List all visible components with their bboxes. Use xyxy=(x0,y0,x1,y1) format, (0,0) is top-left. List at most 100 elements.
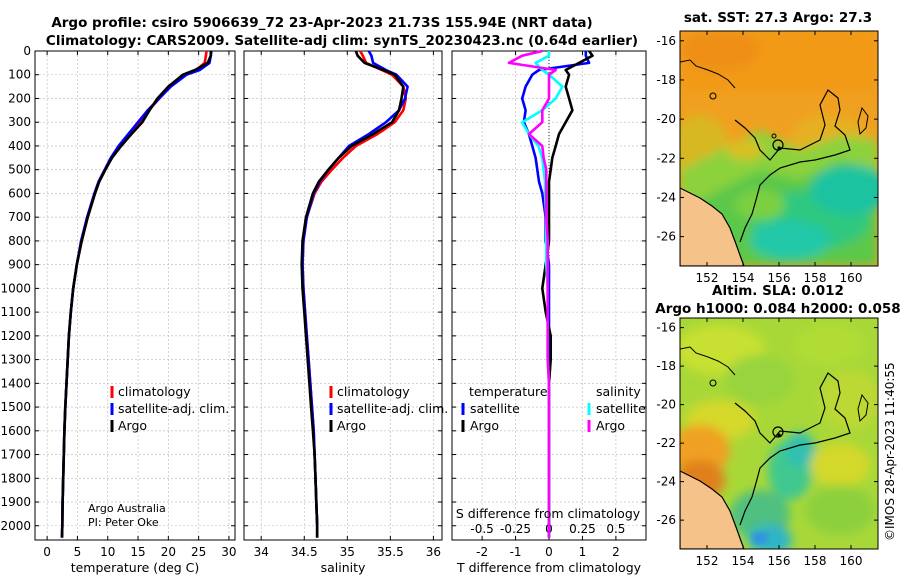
x-tick-label: 34.5 xyxy=(291,545,318,559)
map-x-tick-label: 152 xyxy=(696,271,719,285)
figure-title-line2: Climatology: CARS2009. Satellite-adj cli… xyxy=(46,33,638,49)
x-tick-label: 35.5 xyxy=(377,545,404,559)
y-tick-label: 700 xyxy=(8,210,31,224)
x-tick-label: 35 xyxy=(340,545,355,559)
y-tick-label: 100 xyxy=(8,68,31,82)
series-line-argo xyxy=(60,51,213,538)
y-tick-label: 1900 xyxy=(0,495,31,509)
salinity-legend: climatology satellite-adj. clim. Argo xyxy=(329,384,448,433)
sla-map xyxy=(680,318,878,549)
x-tick-label: 34 xyxy=(254,545,269,559)
x-tick-label: 20 xyxy=(161,545,176,559)
y-tick-label: 900 xyxy=(8,258,31,272)
map-y-tick-label: -26 xyxy=(656,230,676,244)
diff-s-axis-label: S difference from climatology xyxy=(456,506,641,521)
map-y-tick-label: -16 xyxy=(656,34,676,48)
x-tick-label: 30 xyxy=(221,545,236,559)
salinity-panel: 34 34.5 35 35.5 36 salinity xyxy=(243,50,443,575)
map-x-tick-label: 152 xyxy=(696,554,719,568)
y-tick-label: 300 xyxy=(8,115,31,129)
sal-legend-label-argo: Argo xyxy=(337,418,366,433)
map-y-tick-label: -26 xyxy=(656,513,676,527)
difference-panel: -2 -1 0 1 2-0.5 -0.25 0 0.25 0.5T difference fro… xyxy=(451,49,647,575)
sst-map-argo-marker xyxy=(777,146,781,150)
y-tick-label: 600 xyxy=(8,186,31,200)
y-tick-label: 1600 xyxy=(0,424,31,438)
x-tick-label: -1 xyxy=(510,545,522,559)
map-y-tick-label: -22 xyxy=(656,151,676,165)
map-x-tick-label: 156 xyxy=(768,554,791,568)
y-tick-label: 0 xyxy=(23,44,31,58)
diff-legend-salinity-title: salinity xyxy=(596,384,641,399)
map-x-tick-label: 154 xyxy=(732,271,755,285)
y-tick-label: 200 xyxy=(8,91,31,105)
map-x-tick-label: 158 xyxy=(804,554,827,568)
x-tick-label: 36 xyxy=(426,545,441,559)
s-tick-label: -0.5 xyxy=(470,522,493,536)
map-x-tick-label: 160 xyxy=(840,554,863,568)
sla-map-land xyxy=(680,470,745,549)
map-y-tick-label: -24 xyxy=(656,190,676,204)
legend-label-climatology: climatology xyxy=(118,384,191,399)
x-tick-label: 25 xyxy=(191,545,206,559)
difference-legend: temperature satellite Argo salinity sate… xyxy=(461,384,646,433)
series-line-satellite-adj-clim- xyxy=(60,50,213,538)
y-tick-label: 1100 xyxy=(0,305,31,319)
y-tick-label: 1800 xyxy=(0,471,31,485)
diff-legend-temp-sat-label: satellite xyxy=(470,401,520,416)
sla-map-argo-marker xyxy=(777,433,781,437)
y-tick-label: 1200 xyxy=(0,329,31,343)
map-y-tick-label: -18 xyxy=(656,359,676,373)
figure-title-line1: Argo profile: csiro 5906639_72 23-Apr-20… xyxy=(51,15,592,31)
x-tick-label: 1 xyxy=(579,545,587,559)
diff-legend-temperature-title: temperature xyxy=(469,384,548,399)
map-x-tick-label: 154 xyxy=(732,554,755,568)
y-tick-label: 1300 xyxy=(0,353,31,367)
sst-map xyxy=(680,31,878,266)
y-tick-label: 400 xyxy=(8,139,31,153)
y-tick-label: 500 xyxy=(8,163,31,177)
sst-map-axes: 152 154 156 158 160 -16 -18 -20 -22 -24 -26 xyxy=(656,31,878,285)
x-tick-label: 5 xyxy=(74,545,82,559)
map-y-tick-label: -20 xyxy=(656,398,676,412)
s-tick-label: 0.5 xyxy=(606,522,625,536)
axes-frame xyxy=(243,50,443,541)
s-tick-label: -0.25 xyxy=(500,522,531,536)
note-pi: PI: Peter Oke xyxy=(88,516,159,529)
diff-legend-temp-argo-label: Argo xyxy=(470,418,499,433)
map-x-tick-label: 156 xyxy=(768,271,791,285)
note-argo-australia: Argo Australia xyxy=(88,502,166,515)
map-y-tick-label: -16 xyxy=(656,321,676,335)
x-tick-label: 0 xyxy=(43,545,51,559)
y-tick-label: 1500 xyxy=(0,400,31,414)
series-line-argo xyxy=(300,50,405,538)
x-axis-label: T difference from climatology xyxy=(456,560,642,575)
map-y-tick-label: -20 xyxy=(656,112,676,126)
sst-map-land xyxy=(680,187,745,266)
series-line-climatology xyxy=(60,50,208,538)
axes-frame xyxy=(34,50,236,541)
legend-label-satellite: satellite-adj. clim. xyxy=(118,401,229,416)
sla-map-title-line1: Altim. SLA: 0.012 xyxy=(712,283,844,299)
map-y-tick-label: -24 xyxy=(656,475,676,489)
temperature-legend: climatology satellite-adj. clim. Argo xyxy=(110,384,229,433)
x-tick-label: 10 xyxy=(100,545,115,559)
map-y-tick-label: -18 xyxy=(656,73,676,87)
diff-legend-sal-argo-label: Argo xyxy=(596,418,625,433)
y-tick-label: 1400 xyxy=(0,376,31,390)
sla-map-title-line2: Argo h1000: 0.084 h2000: 0.058 xyxy=(655,301,900,317)
sal-legend-label-satellite: satellite-adj. clim. xyxy=(337,401,448,416)
x-tick-label: 2 xyxy=(612,545,620,559)
sst-map-title: sat. SST: 27.3 Argo: 27.3 xyxy=(684,10,872,26)
x-tick-label: 0 xyxy=(545,545,553,559)
x-tick-label: -2 xyxy=(476,545,488,559)
map-x-tick-label: 160 xyxy=(840,271,863,285)
legend-label-argo: Argo xyxy=(118,418,147,433)
sal-legend-label-climatology: climatology xyxy=(337,384,410,399)
diff-legend-sal-sat-label: satellite xyxy=(596,401,646,416)
map-x-tick-label: 158 xyxy=(804,271,827,285)
x-axis-label: temperature (deg C) xyxy=(71,560,200,575)
temperature-panel: 0100200300400500600700800900100011001200… xyxy=(0,44,236,575)
x-tick-label: 15 xyxy=(130,545,145,559)
